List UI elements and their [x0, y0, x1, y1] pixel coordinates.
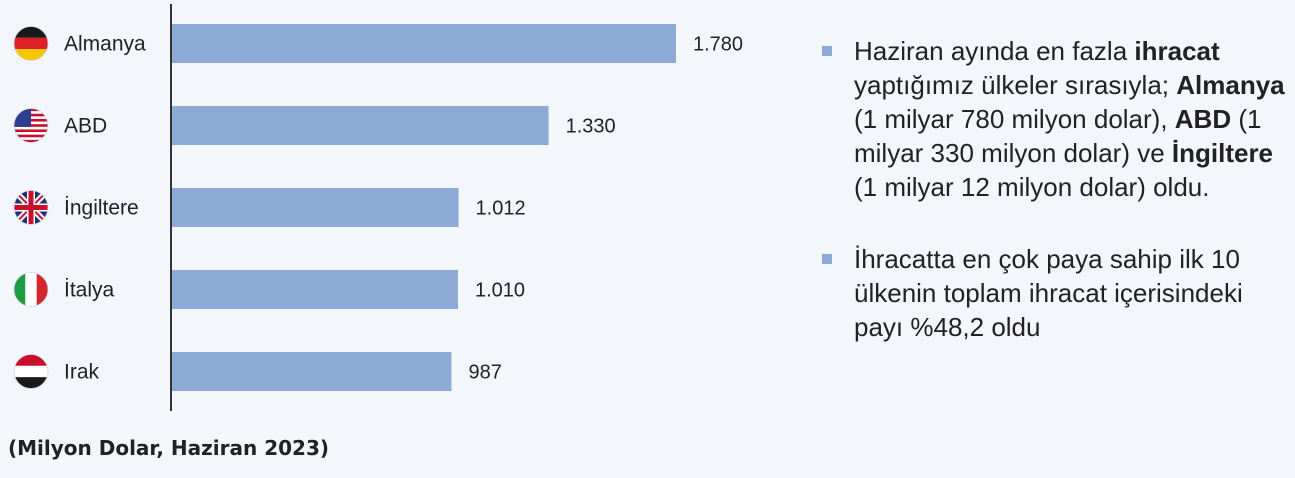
country-label: ABD — [64, 115, 107, 138]
flag-germany-icon — [13, 26, 49, 61]
note-bold: İngiltere — [1171, 138, 1274, 168]
flag-usa-icon — [13, 108, 49, 143]
bars — [172, 24, 676, 391]
note-text: (1 milyar 12 milyon dolar) oldu. — [854, 172, 1210, 202]
value-label: 1.012 — [476, 198, 526, 220]
note-text: yaptığımız ülkeler sırasıyla; — [854, 70, 1177, 100]
bar-chart: Almanya ABD İngiltere İtalya Irak 1.780 1.330… — [13, 4, 743, 411]
note-bold: ABD — [1174, 104, 1232, 134]
country-labels: Almanya ABD İngiltere İtalya Irak — [64, 33, 146, 384]
chart-footnote: (Milyon Dolar, Haziran 2023) — [8, 436, 330, 460]
note-text: (1 milyar 330 milyon dolar) ve — [854, 104, 1262, 168]
bullet-icon — [822, 46, 832, 56]
bar — [172, 270, 458, 309]
country-label: Almanya — [64, 33, 146, 56]
bar — [172, 106, 549, 145]
bar — [172, 24, 676, 63]
flag-iraq-icon — [13, 354, 49, 389]
country-label: İngiltere — [64, 197, 139, 220]
flag-icons — [13, 26, 49, 389]
note-text: İhracatta en çok paya sahip ilk 10 ülken… — [854, 244, 1243, 342]
country-label: İtalya — [64, 279, 115, 302]
bullet-icon — [822, 254, 832, 264]
note-text: (1 milyar 780 milyon dolar), — [854, 104, 1175, 134]
value-label: 1.780 — [693, 34, 743, 56]
bar — [172, 352, 452, 391]
note-item: İhracatta en çok paya sahip ilk 10 ülken… — [822, 242, 1287, 344]
value-label: 1.010 — [475, 280, 525, 302]
notes-panel: Haziran ayında en fazla ihracat yaptığım… — [822, 34, 1287, 344]
note-bold: ihracat — [1134, 36, 1220, 66]
note-bold: Almanya — [1176, 70, 1285, 100]
note-item: Haziran ayında en fazla ihracat yaptığım… — [822, 34, 1287, 204]
bar — [172, 188, 459, 227]
flag-uk-icon — [13, 190, 49, 225]
note-text: Haziran ayında en fazla — [854, 36, 1135, 66]
value-label: 987 — [468, 362, 501, 384]
flag-italy-icon — [13, 272, 49, 307]
country-label: Irak — [64, 361, 100, 384]
value-label: 1.330 — [566, 116, 616, 138]
value-labels: 1.780 1.330 1.012 1.010 987 — [468, 34, 743, 384]
